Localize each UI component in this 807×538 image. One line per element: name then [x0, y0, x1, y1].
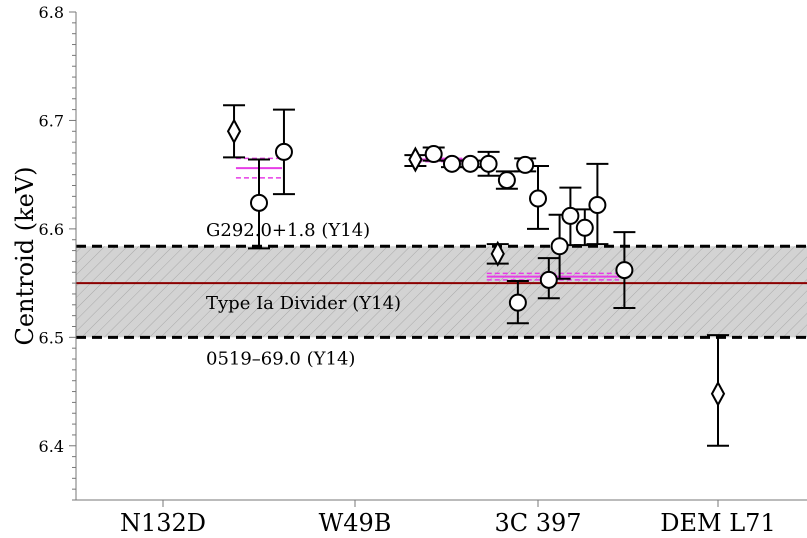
y-tick-label: 6.6 — [39, 220, 64, 239]
reference-line-label: G292.0+1.8 (Y14) — [206, 220, 370, 241]
shaded-band — [76, 246, 807, 338]
data-point-circle — [516, 155, 535, 174]
x-tick-label: N132D — [120, 509, 206, 537]
data-point-circle — [442, 154, 461, 173]
x-tick-label: DEM L71 — [660, 509, 775, 537]
data-point-diamond — [226, 118, 242, 145]
data-point-circle — [274, 142, 293, 161]
data-point-circle — [497, 171, 516, 190]
y-axis-label: Centroid (keV) — [11, 166, 39, 345]
y-tick-label: 6.5 — [39, 328, 64, 347]
reference-line-label: Type Ia Divider (Y14) — [206, 293, 401, 314]
data-point-circle — [250, 193, 268, 212]
data-point-diamond — [408, 146, 423, 173]
data-point-circle — [479, 154, 498, 173]
data-point-circle — [424, 145, 443, 164]
data-point-circle — [561, 206, 580, 225]
data-point-circle — [508, 293, 527, 312]
y-tick-label: 6.7 — [39, 111, 64, 130]
x-tick-label: 3C 397 — [494, 509, 581, 537]
data-point-diamond — [490, 240, 505, 267]
data-point-diamond — [710, 380, 726, 407]
y-tick-label: 6.4 — [39, 437, 64, 456]
data-point-circle — [615, 261, 634, 280]
reference-line-label: 0519–69.0 (Y14) — [206, 348, 355, 369]
data-point-circle — [550, 237, 569, 256]
data-point-circle — [539, 270, 558, 289]
x-tick-label: W49B — [319, 509, 392, 537]
data-point-circle — [588, 196, 607, 215]
data-point-circle — [461, 154, 480, 173]
data-point-circle — [529, 189, 547, 208]
y-tick-label: 6.8 — [39, 3, 64, 22]
data-point-circle — [575, 218, 594, 237]
